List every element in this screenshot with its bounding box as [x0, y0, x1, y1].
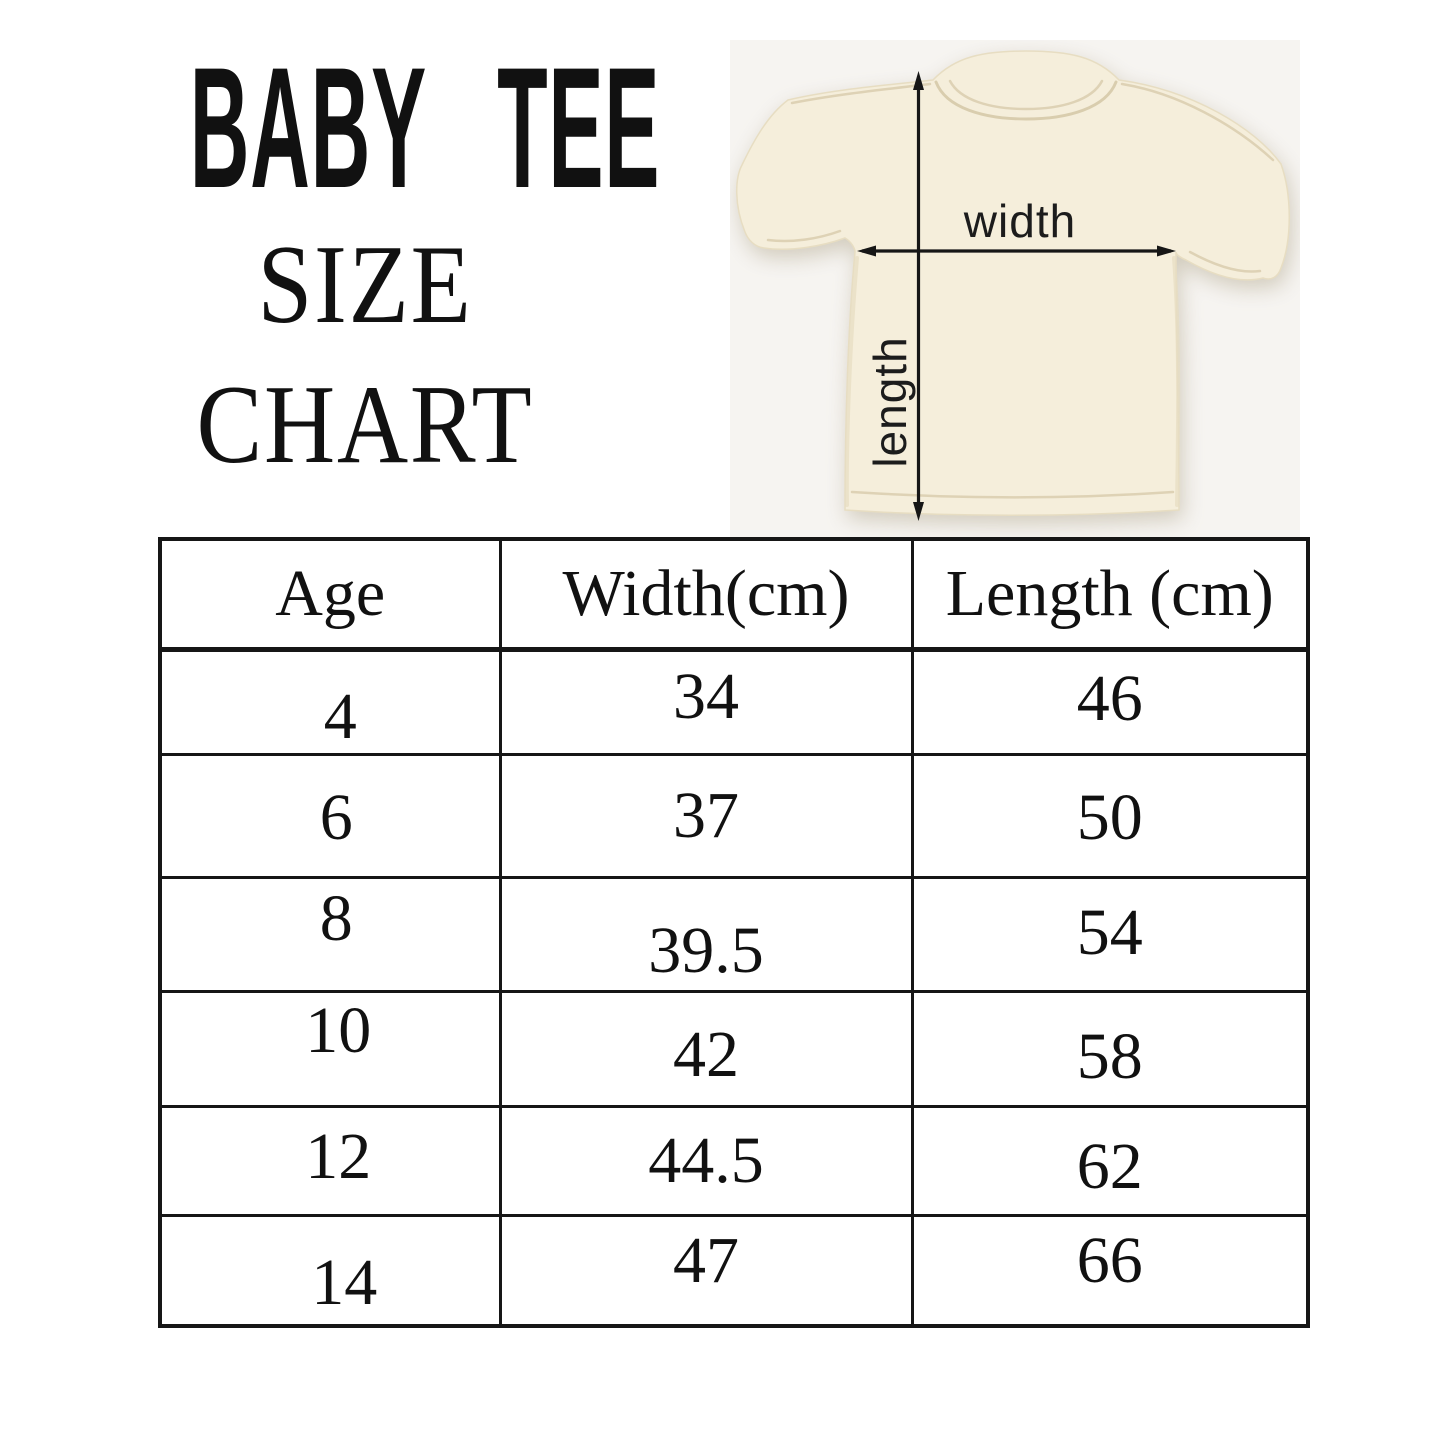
length-cell: 46 — [910, 648, 1310, 756]
length-cell: 50 — [910, 753, 1310, 879]
bottom-hem-stitch — [850, 490, 1175, 499]
length-cell: 62 — [910, 1105, 1310, 1217]
tee-shirt-illustration — [735, 50, 1290, 516]
width-label: width — [963, 195, 1076, 247]
col-header-age: Age — [158, 537, 502, 652]
length-cell: 54 — [910, 876, 1310, 993]
right-sleeve-hem-stitch — [1188, 250, 1262, 273]
width-cell: 34 — [498, 648, 914, 756]
table-row: 8 39.5 54 — [158, 876, 1310, 993]
collar-seam — [934, 80, 1118, 121]
width-cell: 44.5 — [498, 1105, 914, 1217]
width-cell: 39.5 — [498, 876, 914, 993]
age-cell: 12 — [158, 1105, 502, 1217]
col-header-width: Width(cm) — [498, 537, 914, 652]
title-size-word: SIZE — [257, 223, 473, 347]
header-row: Age Width(cm) Length (cm) — [158, 537, 1310, 652]
table-row: 10 42 58 — [158, 990, 1310, 1108]
age-cell: 14 — [158, 1214, 502, 1328]
width-dimension-arrow — [857, 245, 1176, 257]
left-side-shade — [844, 256, 859, 507]
age-cell: 10 — [158, 990, 502, 1108]
tee-photo: width length — [730, 40, 1300, 538]
age-cell: 4 — [158, 648, 502, 756]
col-header-length: Length (cm) — [910, 537, 1310, 652]
width-cell: 42 — [498, 990, 914, 1108]
left-sleeve-hem-stitch — [766, 229, 842, 243]
width-cell: 47 — [498, 1214, 914, 1328]
brand-title: BABY TEE — [189, 32, 661, 224]
length-cell: 66 — [910, 1214, 1310, 1328]
length-dimension-arrow — [913, 71, 924, 521]
length-label: length — [864, 336, 916, 467]
collar-inner-stitch — [948, 79, 1104, 111]
right-shoulder-seam — [1120, 82, 1275, 162]
title-chart-word: CHART — [196, 363, 534, 487]
size-table: Age Width(cm) Length (cm) 4 34 46 6 37 5… — [158, 537, 1310, 1328]
right-side-shade — [1172, 256, 1181, 507]
table-row: 4 34 46 — [158, 648, 1310, 756]
table-row: 14 47 66 — [158, 1214, 1310, 1328]
age-cell: 6 — [158, 753, 502, 879]
age-cell: 8 — [158, 876, 502, 993]
table-row: 6 37 50 — [158, 753, 1310, 879]
table-row: 12 44.5 62 — [158, 1105, 1310, 1217]
width-cell: 37 — [498, 753, 914, 879]
tee-diagram: width length — [735, 50, 1290, 521]
length-cell: 58 — [910, 990, 1310, 1108]
